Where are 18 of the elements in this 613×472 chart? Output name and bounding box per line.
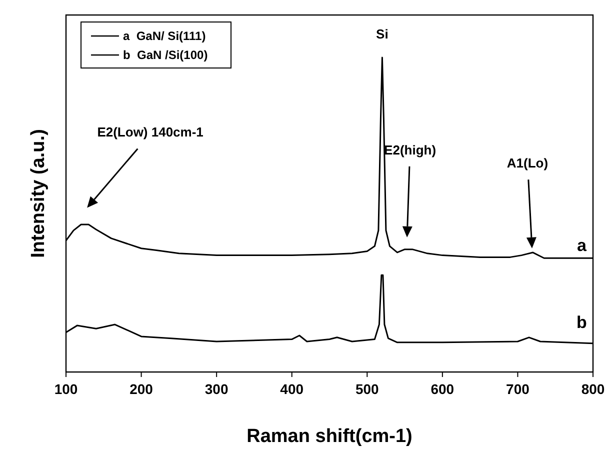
legend-label: a GaN/ Si(111) bbox=[123, 29, 206, 43]
x-tick-label: 800 bbox=[581, 381, 605, 397]
x-tick-label: 300 bbox=[204, 381, 228, 397]
x-tick-label: 700 bbox=[506, 381, 530, 397]
text: Si bbox=[376, 26, 388, 42]
annotation: b bbox=[576, 312, 587, 332]
x-axis-title: Raman shift(cm-1) bbox=[246, 426, 412, 447]
x-tick-label: 500 bbox=[355, 381, 380, 397]
legend-label: b GaN /Si(100) bbox=[123, 48, 208, 62]
x-tick-label: 400 bbox=[280, 381, 304, 397]
y-axis-title: Intensity (a.u.) bbox=[28, 129, 49, 258]
x-tick-label: 600 bbox=[430, 381, 454, 397]
annotation: E2(Low) 140cm-1 bbox=[97, 124, 204, 140]
annotation: A1(Lo) bbox=[506, 156, 548, 171]
annotation: E2(high) bbox=[384, 142, 436, 158]
x-tick-label: 200 bbox=[130, 381, 154, 397]
x-tick-label: 100 bbox=[54, 381, 78, 397]
annotation: a bbox=[576, 236, 587, 255]
